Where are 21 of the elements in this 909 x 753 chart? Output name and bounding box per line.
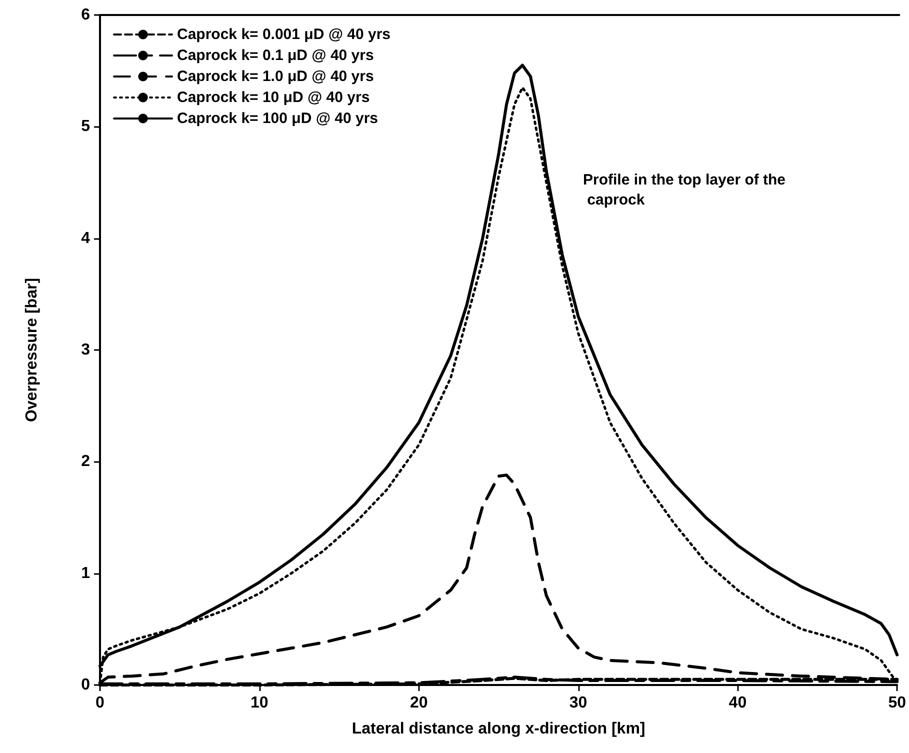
y-tick-label: 3 — [81, 342, 90, 358]
x-tick-label: 30 — [569, 694, 588, 712]
legend-label: Caprock k= 0.1 μD @ 40 yrs — [177, 47, 374, 64]
legend-label: Caprock k= 0.001 μD @ 40 yrs — [177, 26, 391, 43]
x-tick-label: 0 — [96, 694, 105, 712]
y-tick-label: 5 — [81, 118, 90, 136]
x-tick-label: 10 — [250, 694, 268, 712]
legend-label: Caprock k= 10 μD @ 40 yrs — [177, 89, 370, 106]
x-tick-label: 50 — [888, 694, 906, 712]
y-tick-label: 6 — [81, 6, 90, 24]
y-tick-label: 2 — [81, 453, 90, 470]
y-tick-label: 4 — [81, 230, 90, 247]
x-tick-label: 40 — [728, 694, 747, 712]
x-tick-label: 20 — [410, 694, 428, 712]
annotation: Profile in the top layer of the caprock — [583, 172, 786, 208]
y-tick-label: 0 — [81, 676, 90, 694]
legend-label: Caprock k= 100 μD @ 40 yrs — [177, 110, 378, 127]
y-axis-title: Overpressure [bar] — [24, 278, 40, 422]
legend-label: Caprock k= 1.0 μD @ 40 yrs — [177, 68, 374, 85]
x-axis-title: Lateral distance along x-direction [km] — [352, 720, 646, 738]
y-tick-label: 1 — [81, 564, 90, 582]
